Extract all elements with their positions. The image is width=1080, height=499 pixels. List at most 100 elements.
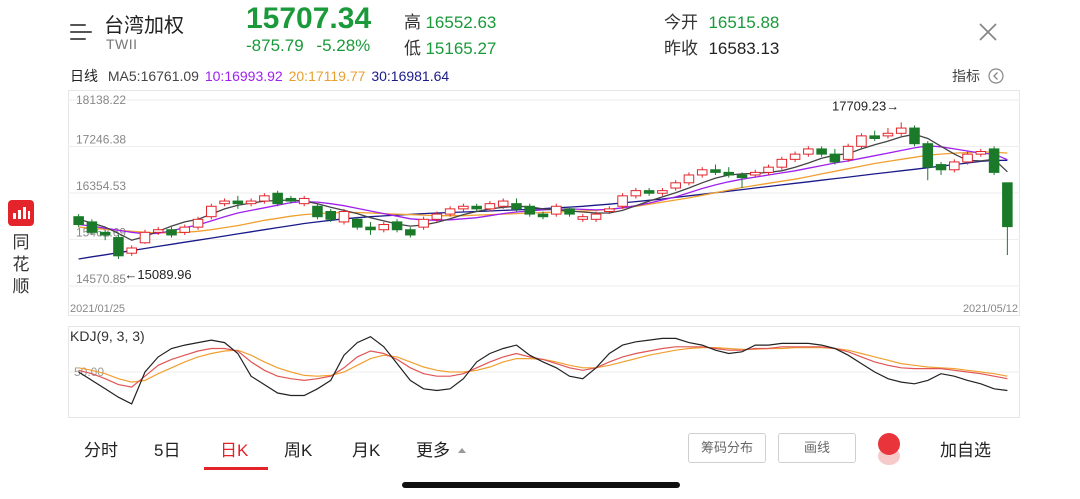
price-change: -875.79 -5.28% (246, 36, 370, 56)
candle-body (219, 200, 230, 205)
candle-body (537, 213, 549, 218)
indicator-button[interactable]: 指标 (952, 66, 1004, 86)
candle-body (922, 143, 934, 168)
kdj-d-line (78, 347, 1008, 383)
high-row: 高 16552.63 (404, 8, 496, 33)
candle-body (259, 195, 270, 202)
chip-distribution-button[interactable]: 筹码分布 (688, 433, 766, 463)
candle-body (975, 151, 987, 155)
candle-body (962, 153, 973, 163)
active-tab-indicator (204, 467, 268, 470)
candle-body (338, 210, 350, 223)
tab-5day[interactable]: 5日 (154, 441, 181, 460)
ma10-line (78, 145, 1008, 235)
brand-name[interactable]: 同 花 顺 (10, 232, 32, 298)
y-tick-label: 16354.53 (76, 179, 126, 193)
candle-body (604, 208, 615, 212)
candle-body (444, 208, 456, 215)
x-start-label: 2021/01/25 (70, 303, 125, 315)
open-row: 今开 16515.88 (664, 8, 779, 33)
candle-body (935, 164, 947, 171)
index-name: 台湾加权 (104, 15, 184, 37)
candle-body (736, 174, 748, 179)
tab-intraday[interactable]: 分时 (84, 441, 118, 460)
tab-daily-k[interactable]: 日K (220, 441, 249, 460)
brand-char: 花 (12, 255, 30, 274)
candle-body (869, 135, 880, 139)
candle-body (577, 216, 589, 220)
candle-body (405, 229, 416, 236)
candle-body (895, 127, 907, 134)
menu-icon[interactable] (70, 22, 92, 42)
caret-up-icon (457, 448, 466, 453)
high-value: 16552.63 (425, 13, 497, 32)
candle-body (842, 145, 854, 160)
add-favorite-button[interactable]: 加自选 (940, 441, 991, 460)
candle-body (312, 205, 323, 218)
candle-body (458, 205, 469, 210)
candle-body (988, 148, 1000, 173)
tab-weekly-k[interactable]: 周K (284, 441, 313, 460)
candle-body (126, 247, 137, 254)
candle-body (391, 221, 403, 231)
kdj-j-line (78, 336, 1008, 405)
candle-body (524, 205, 536, 215)
kdj-chart[interactable]: 50.00 (68, 326, 1020, 418)
x-end-label: 2021/05/12 (963, 303, 1018, 315)
candle-body (617, 195, 628, 207)
candle-body (497, 200, 509, 207)
close-icon[interactable] (977, 21, 999, 43)
home-indicator (402, 482, 680, 488)
brand-logo-icon[interactable] (8, 200, 34, 226)
open-value: 16515.88 (708, 13, 780, 32)
prev-close-label: 昨收 (664, 39, 698, 58)
ma5-line (78, 133, 1008, 241)
candle-body (484, 203, 496, 210)
y-tick-label: 14570.85 (76, 272, 126, 286)
candle-body (1002, 182, 1013, 228)
tab-monthly-k[interactable]: 月K (352, 441, 381, 460)
candle-body (776, 158, 788, 168)
indicator-label: 指标 (952, 68, 980, 84)
candle-body (856, 135, 867, 147)
candle-body (657, 190, 668, 194)
change-value: -875.79 (246, 36, 304, 55)
candle-body (232, 200, 244, 205)
candle-body (418, 218, 429, 228)
candle-body (73, 216, 84, 226)
candle-body (683, 174, 695, 184)
candle-body (272, 192, 283, 205)
candle-body (750, 171, 761, 176)
draw-line-button[interactable]: 画线 (778, 433, 856, 463)
candle-body (298, 197, 310, 205)
candle-body (511, 203, 522, 210)
candle-body (351, 218, 363, 228)
candle-body (882, 132, 894, 137)
candle-body (829, 153, 841, 163)
index-code: TWII (106, 36, 138, 52)
candle-body (630, 190, 642, 197)
y-tick-label: 18138.22 (76, 93, 126, 107)
high-label: 高 (404, 13, 421, 32)
candle-body (564, 208, 575, 215)
candle-body (816, 148, 827, 155)
candle-body (763, 166, 774, 173)
tab-more-label: 更多 (416, 441, 450, 460)
tab-more[interactable]: 更多 (416, 436, 467, 461)
ma30-value: 30:16981.64 (371, 68, 450, 84)
candle-body (803, 148, 814, 155)
candle-body (113, 237, 124, 257)
candle-body (471, 205, 482, 210)
candle-body (152, 229, 164, 233)
ma-legend: 日线 MA5:16761.09 10:16993.92 20:17119.77 … (70, 66, 451, 86)
candle-body (179, 226, 191, 233)
ma20-line (78, 151, 1008, 234)
candle-body (670, 182, 681, 189)
record-dot-icon[interactable] (878, 433, 900, 455)
candle-body (550, 205, 562, 215)
ma10-value: 10:16993.92 (204, 68, 283, 84)
low-label: 低 (404, 39, 421, 58)
candle-body (245, 200, 257, 205)
candlestick-chart[interactable]: 18138.2217246.3816354.5315462.6914570.85… (68, 90, 1020, 316)
candle-body (192, 218, 204, 228)
